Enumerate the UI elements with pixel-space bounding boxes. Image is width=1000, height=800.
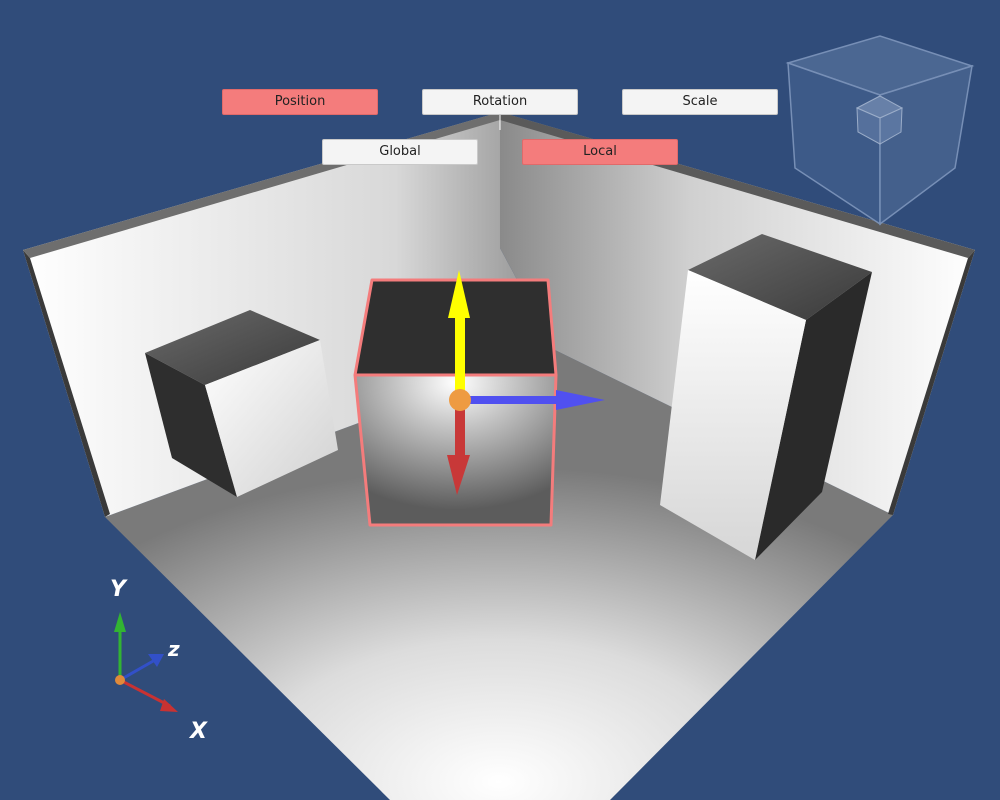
gizmo-x-axis[interactable] <box>447 400 470 495</box>
left-wall-edge <box>23 250 110 517</box>
left-cube[interactable] <box>145 310 338 497</box>
view-cube-icon[interactable] <box>785 35 975 226</box>
axis-label-y: Y <box>110 577 128 602</box>
local-space-button[interactable]: Local <box>522 139 678 165</box>
rotation-button[interactable]: Rotation <box>422 89 578 115</box>
gizmo-center-handle[interactable] <box>449 389 471 411</box>
gizmo-z-axis[interactable] <box>460 390 605 410</box>
right-pillar[interactable] <box>660 234 872 560</box>
axis-label-x: X <box>188 719 208 744</box>
axis-orientation-icon: Y z X <box>110 577 208 744</box>
gizmo-y-axis[interactable] <box>448 270 470 402</box>
global-space-button[interactable]: Global <box>322 139 478 165</box>
scale-button[interactable]: Scale <box>622 89 778 115</box>
axis-label-z: z <box>167 637 180 661</box>
right-wall-edge <box>888 250 975 515</box>
position-button[interactable]: Position <box>222 89 378 115</box>
translate-gizmo-icon[interactable] <box>447 270 605 495</box>
